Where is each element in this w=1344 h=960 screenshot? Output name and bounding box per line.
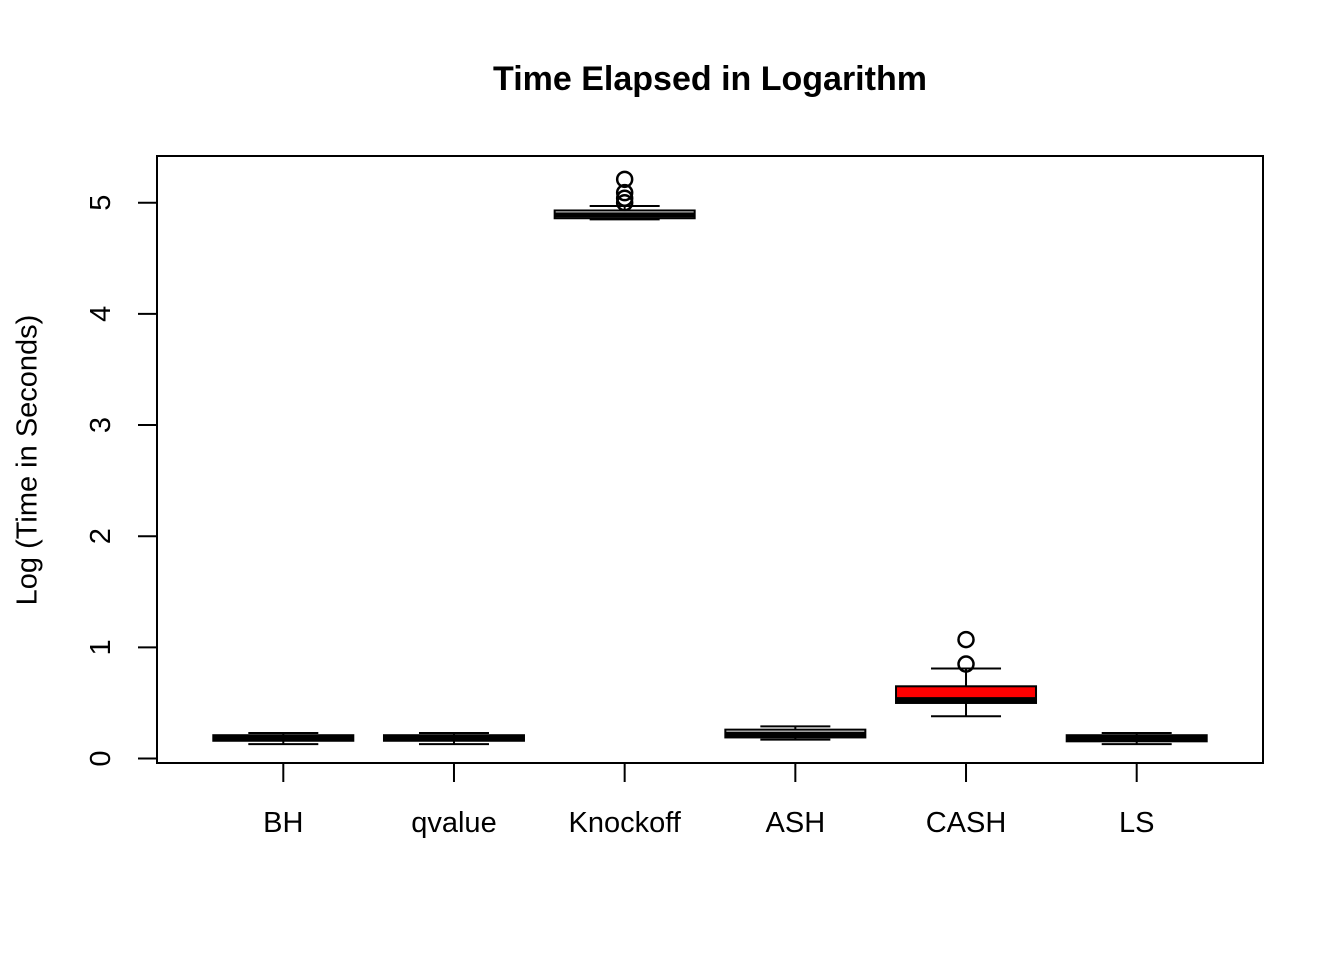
- y-tick-label: 3: [85, 417, 117, 433]
- plot-border: [156, 155, 1264, 764]
- y-axis-title: Log (Time in Seconds): [11, 314, 44, 606]
- boxplot-CASH-outlier-point: [957, 655, 975, 673]
- x-tick-label-qvalue: qvalue: [411, 807, 496, 839]
- chart-title: Time Elapsed in Logarithm: [493, 60, 927, 98]
- y-tick-label: 5: [85, 195, 117, 211]
- x-tick-label-LS: LS: [1119, 807, 1154, 839]
- x-tick-label-ASH: ASH: [766, 807, 826, 839]
- y-tick-label: 2: [85, 528, 117, 544]
- y-tick-label: 4: [85, 306, 117, 322]
- boxplot-Knockoff-outlier-point: [615, 183, 634, 202]
- x-tick-label-Knockoff: Knockoff: [568, 807, 681, 839]
- boxplot-Knockoff-outlier-point: [615, 189, 634, 207]
- y-tick-label: 1: [85, 639, 117, 655]
- boxplot-CASH-outlier-point: [957, 630, 975, 649]
- x-tick-label-BH: BH: [263, 807, 303, 839]
- boxplot-Knockoff-outlier-point: [615, 170, 634, 189]
- y-tick-label: 0: [85, 750, 117, 766]
- x-tick-label-CASH: CASH: [926, 807, 1007, 839]
